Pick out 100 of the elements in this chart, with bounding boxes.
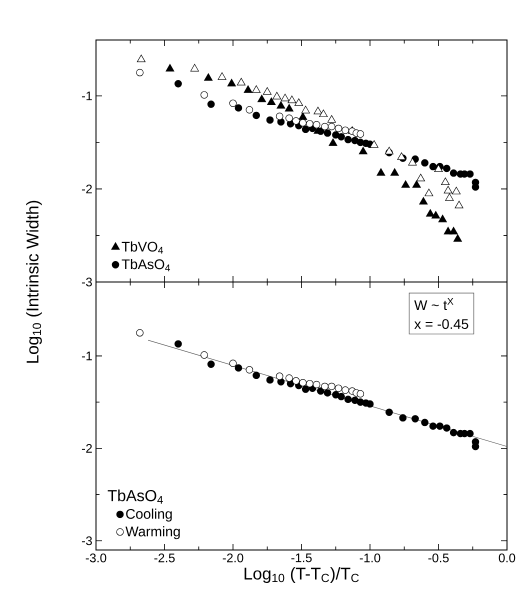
point: [207, 100, 215, 108]
annotation: W ~ t$^{X}$: [414, 298, 454, 310]
point: [252, 85, 261, 93]
point: [328, 382, 336, 390]
point: [166, 64, 174, 72]
point: [390, 168, 399, 176]
point: [312, 380, 320, 388]
point: [426, 209, 435, 217]
point: [302, 126, 310, 134]
point: [266, 116, 274, 124]
point: [262, 87, 272, 95]
point: [257, 94, 266, 102]
point: [204, 73, 213, 81]
point: [444, 186, 452, 194]
point: [301, 106, 310, 114]
point: [408, 158, 417, 166]
point: [314, 106, 322, 114]
point: [429, 422, 437, 430]
point: [284, 104, 294, 112]
legend-label: TbAsO$_{4}$: [122, 258, 170, 272]
point: [292, 117, 300, 125]
point: [419, 197, 428, 205]
point: [280, 94, 290, 102]
x-tick-label: -3.0: [86, 554, 106, 562]
x-tick-label: -0.5: [428, 554, 449, 562]
point: [366, 400, 374, 408]
point: [376, 168, 386, 176]
point: [401, 180, 410, 188]
point: [449, 226, 458, 234]
point: [136, 54, 146, 62]
point: [397, 152, 406, 160]
point: [285, 374, 293, 382]
point: [445, 193, 454, 201]
annotation: x = -0.45: [414, 319, 468, 330]
point: [412, 180, 421, 188]
point: [288, 96, 296, 104]
point: [412, 415, 419, 422]
point: [431, 211, 440, 219]
point: [436, 422, 444, 430]
point: [302, 385, 310, 393]
point: [294, 98, 304, 106]
point: [338, 133, 345, 140]
point: [306, 120, 314, 128]
point: [358, 146, 368, 154]
point: [229, 100, 237, 107]
point: [466, 430, 474, 438]
y-tick-label: -2: [82, 184, 92, 194]
point: [429, 162, 437, 170]
point: [312, 120, 320, 128]
point: [328, 138, 338, 146]
point: [234, 364, 242, 372]
x-tick-label: -1.0: [360, 554, 380, 562]
point: [356, 130, 364, 138]
point: [319, 110, 328, 118]
x-tick-label: -2.0: [222, 554, 244, 562]
point: [334, 124, 342, 132]
y-tick-label: -3: [82, 278, 92, 286]
point: [285, 114, 293, 122]
legend-title: TbAsO$_{4}$: [108, 490, 163, 504]
point: [342, 386, 350, 394]
legend-label: Cooling: [126, 508, 172, 522]
point: [276, 101, 286, 109]
point: [246, 366, 254, 374]
point: [227, 78, 236, 86]
point: [244, 85, 252, 93]
point: [174, 340, 182, 348]
point: [450, 169, 458, 177]
point: [385, 408, 393, 416]
point: [272, 92, 282, 100]
point: [443, 424, 450, 432]
point: [276, 372, 284, 380]
point: [324, 129, 332, 137]
point: [299, 119, 307, 127]
point: [416, 174, 425, 182]
point: [334, 384, 342, 392]
x-tick-label: 0.0: [498, 554, 516, 562]
point: [399, 414, 407, 422]
point: [453, 234, 462, 242]
y-axis-title: Log$_{10}$ (Intrinsic Width): [26, 200, 42, 363]
point: [424, 188, 434, 196]
point: [421, 159, 429, 167]
point: [200, 351, 208, 359]
point: [338, 392, 345, 400]
legend-label: TbVO$_{4}$: [122, 241, 164, 254]
point: [236, 78, 246, 86]
point: [299, 379, 307, 386]
point: [450, 428, 458, 436]
point: [316, 128, 324, 135]
point: [328, 122, 336, 130]
point: [136, 329, 144, 337]
y-tick-label: -1: [82, 92, 92, 100]
point: [466, 170, 474, 178]
point: [454, 200, 464, 208]
legend-label: Warming: [125, 526, 180, 540]
point: [252, 112, 260, 120]
point: [246, 106, 254, 114]
point: [441, 178, 450, 186]
point: [266, 376, 274, 384]
x-tick-label: -2.5: [154, 554, 175, 562]
point: [276, 112, 284, 120]
